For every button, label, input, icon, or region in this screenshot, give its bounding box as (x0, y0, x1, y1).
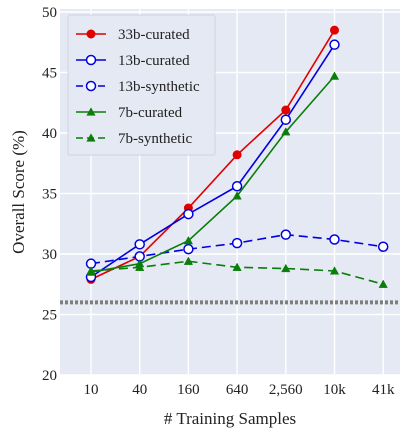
series-line (90, 29, 336, 281)
data-point (281, 263, 291, 273)
y-axis-title: Overall Score (%) (9, 130, 28, 254)
x-tick-label: 40 (132, 382, 147, 398)
x-tick-label: 160 (177, 382, 200, 398)
series-line (90, 44, 336, 278)
x-tick-labels: 10 40 160 640 2,560 10k 41k (84, 382, 395, 398)
data-point (329, 71, 340, 80)
legend-label: 33b-curated (118, 27, 190, 43)
data-point (330, 25, 339, 35)
data-point (232, 191, 242, 200)
data-point (183, 243, 194, 255)
series-7b-synthetic (86, 256, 388, 288)
x-axis-title: # Training Samples (164, 409, 296, 428)
data-point (329, 234, 340, 245)
legend-label: 13b-synthetic (118, 79, 200, 95)
legend-label: 13b-curated (118, 53, 190, 69)
series-13b-synthetic (85, 229, 389, 269)
y-tick-label: 25 (42, 308, 57, 324)
legend-box (67, 14, 216, 156)
legend-marker (86, 133, 96, 142)
data-point (281, 127, 291, 136)
x-tick-label: 41k (372, 382, 395, 398)
legend-entry: 7b-synthetic (76, 131, 192, 147)
y-tick-label: 45 (42, 66, 57, 82)
series-line (90, 75, 336, 273)
data-point (280, 114, 292, 125)
legend-marker (86, 29, 96, 39)
x-tick-label: 2,560 (269, 382, 303, 398)
data-point (183, 208, 194, 220)
data-point (281, 105, 291, 115)
data-point (329, 266, 340, 275)
x-tick-label: 10 (84, 382, 99, 398)
data-point (183, 235, 194, 245)
y-tick-label: 30 (42, 247, 57, 263)
data-point (329, 39, 340, 50)
legend-marker (85, 80, 97, 92)
series-13b-curated (85, 39, 340, 283)
data-point (134, 239, 145, 250)
legend-entry: 33b-curated (76, 27, 190, 43)
x-tick-label: 640 (226, 382, 249, 398)
data-point (378, 279, 388, 288)
legend-entry: 13b-curated (76, 53, 190, 69)
x-tick-label: 10k (323, 382, 346, 398)
y-tick-label: 20 (42, 368, 57, 384)
y-tick-label: 40 (42, 126, 57, 142)
data-point (232, 150, 242, 160)
data-point (231, 237, 243, 249)
series-layer (85, 25, 389, 288)
legend-marker (86, 107, 96, 116)
legend-entry: 13b-synthetic (76, 79, 200, 95)
y-tick-labels: 20 25 30 35 40 45 50 (42, 5, 57, 384)
legend-label: 7b-curated (118, 105, 183, 121)
y-tick-label: 50 (42, 5, 57, 21)
legend-label: 7b-synthetic (118, 131, 192, 147)
data-point (183, 256, 194, 265)
legend: 33b-curated 13b-curated 13b-synthetic 7b-cu… (67, 14, 216, 156)
data-point (135, 262, 145, 271)
data-point (231, 180, 243, 192)
data-point (86, 266, 96, 275)
legend-marker (85, 54, 97, 66)
data-point (232, 262, 242, 271)
data-point (377, 241, 389, 252)
legend-entry: 7b-curated (76, 105, 183, 121)
y-tick-label: 35 (42, 187, 57, 203)
data-point (280, 229, 292, 240)
